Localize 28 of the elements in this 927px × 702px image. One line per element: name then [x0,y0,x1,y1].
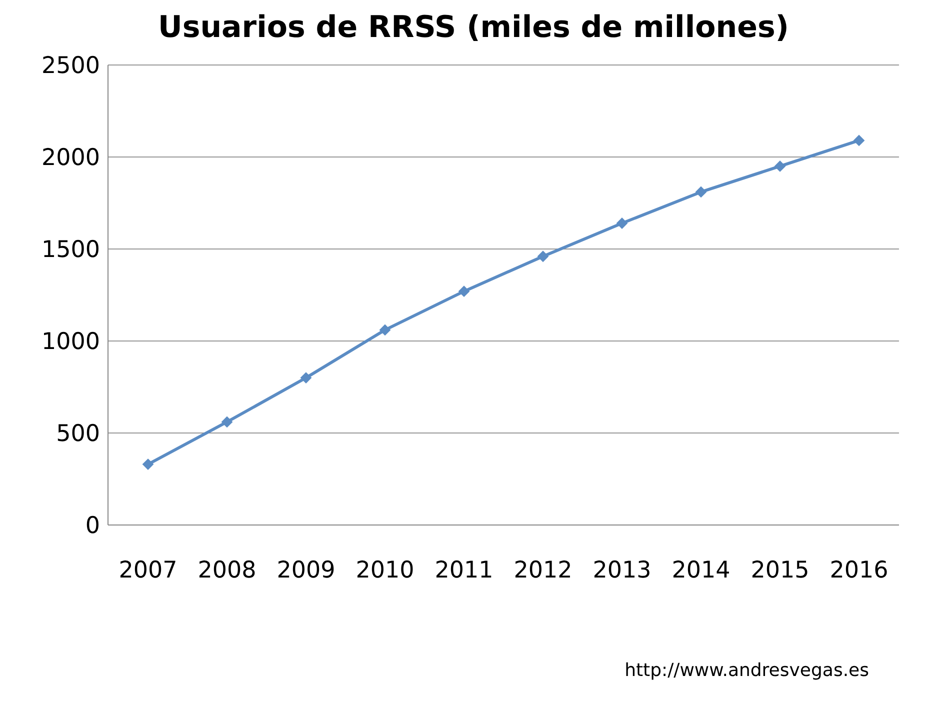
x-tick-label: 2015 [750,557,810,584]
x-tick-label: 2007 [118,557,178,584]
x-tick-label: 2016 [830,557,888,584]
point [380,324,390,336]
point [774,160,786,172]
y-tick-label: 2500 [41,53,100,80]
point [616,218,628,229]
y-tick-label: 0 [85,513,100,540]
x-tick-label: 2012 [514,557,572,584]
x-tick-label: 2008 [198,557,256,584]
chart-title: Usuarios de RRSS (miles de millones) [156,10,790,45]
y-tick-label: 2000 [41,145,100,172]
y-tick-label: 1000 [41,329,100,356]
x-tick-label: 2010 [356,557,414,584]
x-tick-label: 2013 [592,557,652,584]
point [458,286,470,297]
point [538,250,548,262]
point [854,134,864,146]
x-tick-label: 2011 [434,557,494,584]
point [300,372,312,384]
x-tick-label: 2014 [672,557,730,584]
point [142,458,154,470]
point [222,416,232,428]
x-tick-label: 2009 [276,557,336,584]
y-tick-label: 500 [56,421,100,448]
point [696,186,706,198]
text: http://www.andresvegas.es [624,660,869,681]
y-tick-label: 1500 [41,237,100,264]
